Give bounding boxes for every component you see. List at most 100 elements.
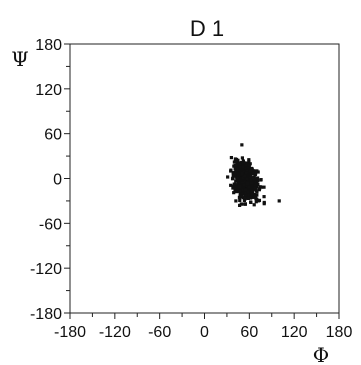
data-point: [240, 160, 244, 165]
data-point: [230, 177, 235, 181]
data-point: [243, 189, 247, 194]
data-point: [255, 197, 259, 202]
data-point: [244, 191, 248, 195]
data-point: [232, 191, 236, 195]
data-point: [238, 181, 242, 186]
data-point: [259, 178, 263, 182]
scatter-points: [226, 143, 281, 207]
data-point: [247, 159, 251, 164]
data-point: [240, 194, 244, 198]
data-point: [248, 169, 253, 173]
data-point: [237, 184, 242, 189]
data-point: [243, 174, 247, 178]
x-tick-label: 60: [240, 324, 258, 341]
data-point: [249, 196, 253, 200]
data-point: [247, 185, 251, 189]
data-point: [253, 194, 258, 198]
data-point: [254, 188, 258, 193]
y-tick-label: -120: [30, 261, 62, 278]
data-point: [233, 167, 237, 171]
x-tick-label: 120: [281, 324, 308, 341]
data-point: [252, 203, 256, 207]
data-point: [242, 183, 246, 187]
data-point: [240, 171, 244, 176]
data-point: [241, 165, 245, 169]
data-point: [243, 202, 247, 206]
data-point: [249, 167, 253, 171]
data-point: [233, 170, 237, 175]
data-point: [238, 192, 242, 196]
data-point: [262, 200, 266, 205]
data-point: [238, 165, 242, 169]
data-point: [250, 189, 254, 193]
data-point: [236, 167, 240, 172]
data-point: [246, 190, 250, 194]
data-point: [238, 203, 242, 207]
data-point: [253, 186, 257, 190]
data-point: [249, 200, 253, 205]
data-point: [247, 182, 251, 186]
data-point: [239, 202, 243, 206]
plot-frame: [69, 43, 340, 314]
data-point: [241, 159, 246, 163]
data-point: [256, 199, 261, 203]
data-point: [244, 166, 248, 170]
data-point: [238, 166, 242, 170]
data-point: [247, 178, 251, 183]
data-point: [262, 195, 266, 199]
data-point: [243, 196, 247, 200]
data-point: [229, 155, 233, 160]
data-point: [234, 159, 238, 163]
data-point: [240, 156, 245, 160]
data-point: [247, 176, 251, 181]
data-point: [252, 192, 256, 197]
data-point: [254, 180, 258, 184]
data-point: [237, 195, 242, 199]
data-point: [236, 174, 241, 179]
data-point: [254, 182, 258, 187]
data-point: [245, 184, 249, 188]
data-point: [245, 162, 250, 167]
x-axis-label: Φ: [313, 343, 329, 365]
data-point: [244, 171, 248, 175]
data-point: [245, 176, 249, 181]
data-point: [250, 181, 254, 185]
x-tick-label: -120: [99, 324, 131, 341]
data-point: [246, 165, 250, 169]
data-point: [238, 162, 242, 166]
data-point: [242, 180, 246, 184]
data-point: [240, 192, 244, 196]
data-point: [255, 169, 259, 173]
x-tick-label: 180: [326, 324, 353, 341]
chart-title: D 1: [190, 16, 224, 41]
data-point: [251, 195, 255, 199]
data-point: [236, 158, 240, 162]
y-tick-label: 0: [53, 172, 62, 189]
y-tick-label: 180: [35, 37, 62, 54]
data-point: [258, 185, 262, 189]
data-point: [256, 179, 260, 183]
data-point: [250, 193, 254, 197]
data-point: [231, 173, 235, 177]
data-point: [246, 193, 250, 198]
data-point: [232, 182, 236, 186]
data-point: [262, 185, 266, 189]
y-tick-label: -60: [39, 216, 62, 233]
y-tick-label: 60: [44, 127, 62, 144]
data-point: [251, 169, 255, 173]
data-point: [249, 178, 253, 183]
data-point: [232, 160, 236, 164]
y-tick-label: 120: [35, 82, 62, 99]
data-point: [256, 182, 260, 187]
y-axis-label: Ψ: [11, 47, 29, 71]
data-point: [242, 198, 247, 203]
y-tick-label: -180: [30, 306, 62, 323]
data-point: [234, 163, 238, 167]
x-tick-label: -60: [148, 324, 171, 341]
data-point: [250, 187, 254, 192]
data-point: [238, 189, 242, 193]
data-point: [245, 169, 249, 173]
data-point: [254, 200, 258, 204]
data-point: [229, 169, 233, 173]
